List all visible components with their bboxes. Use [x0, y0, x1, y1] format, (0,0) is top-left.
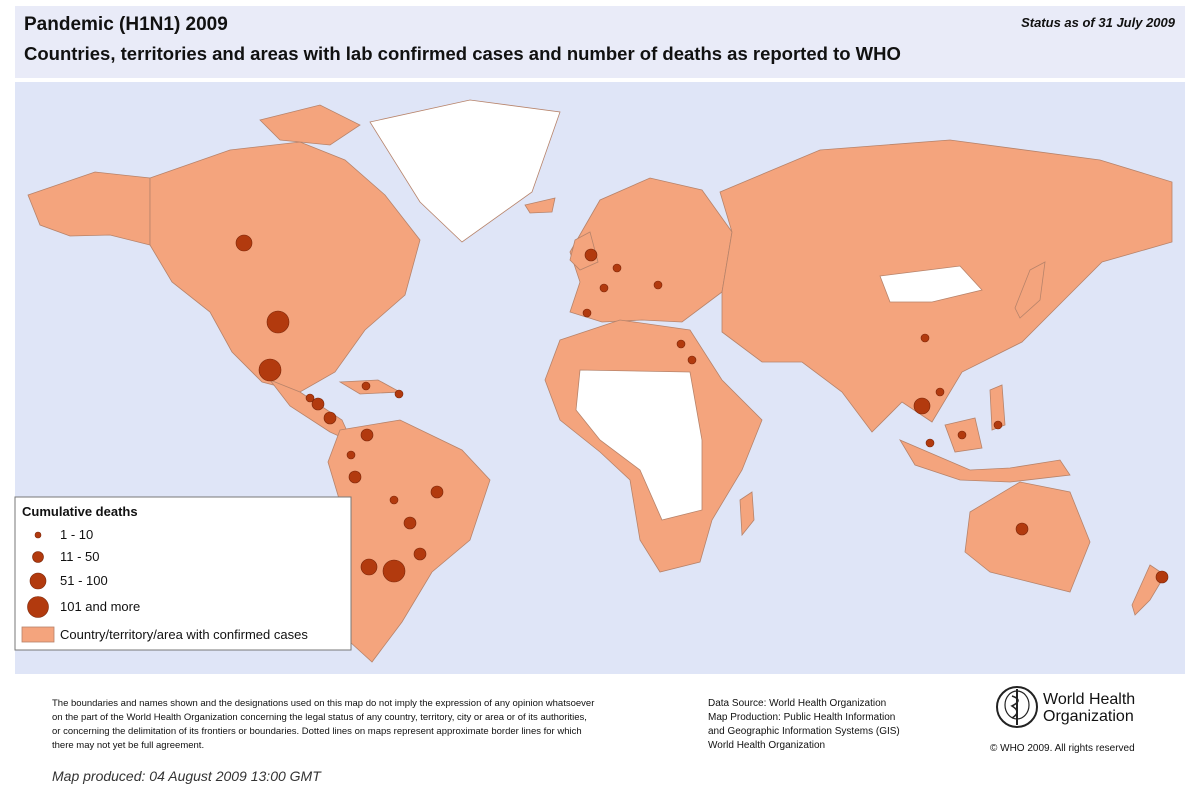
legend-item: 11 - 50 — [60, 549, 100, 564]
marker — [360, 428, 374, 442]
marker — [348, 470, 362, 484]
marker — [266, 310, 290, 334]
philippines — [989, 384, 1006, 431]
marker — [1015, 522, 1029, 536]
header-band — [15, 6, 1185, 78]
copyright: © WHO 2009. All rights reserved — [990, 743, 1135, 754]
logo-serpent — [1010, 695, 1019, 719]
marker — [653, 280, 663, 290]
africa-unaffected — [575, 369, 703, 521]
death-markers — [235, 234, 1169, 584]
iceland — [524, 197, 556, 214]
marker — [925, 438, 935, 448]
marker — [430, 485, 444, 499]
legend-swatch — [21, 626, 55, 643]
indonesia — [899, 439, 1071, 483]
marker — [582, 308, 592, 318]
disclaimer-line: on the part of the World Health Organiza… — [52, 712, 587, 723]
footer: The boundaries and names shown and the d… — [52, 698, 900, 751]
australia — [964, 481, 1091, 593]
marker — [235, 234, 253, 252]
legend-box — [14, 496, 352, 651]
land-areas — [27, 99, 1173, 663]
marker — [311, 397, 325, 411]
disclaimer-line: there may not yet be full agreement. — [52, 740, 204, 751]
status: Status as of 31 July 2009 — [1021, 15, 1176, 30]
title: Pandemic (H1N1) 2009 — [24, 14, 228, 35]
who-logo — [996, 686, 1038, 728]
marker — [920, 333, 930, 343]
data-source-line: Map Production: Public Health Informatio… — [708, 712, 895, 723]
marker — [612, 263, 622, 273]
arctic-islands — [259, 104, 361, 146]
greenland — [369, 99, 561, 243]
legend-item: 1 - 10 — [60, 527, 93, 542]
marker — [394, 389, 404, 399]
marker — [913, 397, 931, 415]
marker — [403, 516, 417, 530]
marker — [360, 558, 378, 576]
marker — [346, 450, 356, 460]
legend-item: 51 - 100 — [60, 573, 108, 588]
disclaimer-line: The boundaries and names shown and the d… — [52, 698, 594, 709]
disclaimer-line: or concerning the delimitation of its fr… — [52, 726, 582, 737]
legend-area-label: Country/territory/area with confirmed ca… — [60, 627, 308, 642]
marker — [957, 430, 967, 440]
japan — [1014, 261, 1046, 319]
marker — [258, 358, 282, 382]
logo-emblem — [996, 686, 1038, 728]
legend-symbol — [29, 572, 47, 590]
marker — [687, 355, 697, 365]
marker — [382, 559, 406, 583]
marker — [993, 420, 1003, 430]
data-source-line: and Geographic Information Systems (GIS) — [708, 726, 900, 737]
marker — [323, 411, 337, 425]
data-source-line: Data Source: World Health Organization — [708, 698, 886, 709]
legend-item: 101 and more — [60, 599, 140, 614]
marker — [599, 283, 609, 293]
org-name: World Health — [1043, 691, 1135, 708]
marker — [389, 495, 399, 505]
marker — [361, 381, 371, 391]
legend-title: Cumulative deaths — [22, 504, 138, 519]
mongolia — [879, 265, 983, 303]
marker — [1155, 570, 1169, 584]
org-name: Organization — [1043, 708, 1134, 725]
marker — [584, 248, 598, 262]
legend: Cumulative deaths 1 - 10 11 - 50 51 - 10… — [14, 496, 352, 651]
marker — [413, 547, 427, 561]
legend-symbol — [34, 531, 42, 539]
marker — [676, 339, 686, 349]
legend-symbol — [32, 551, 44, 563]
marker — [935, 387, 945, 397]
madagascar — [739, 491, 755, 537]
marker — [305, 393, 315, 403]
produced-date: Map produced: 04 August 2009 13:00 GMT — [52, 768, 322, 784]
europe — [569, 177, 733, 323]
subtitle: Countries, territories and areas with la… — [24, 43, 901, 64]
north-america — [149, 141, 421, 393]
data-source-line: World Health Organization — [708, 740, 825, 751]
legend-symbol — [27, 596, 49, 618]
alaska — [27, 171, 151, 246]
